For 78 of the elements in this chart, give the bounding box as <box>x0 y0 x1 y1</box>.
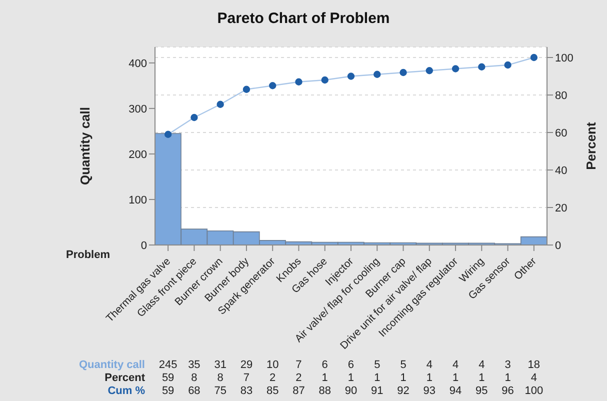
y-axis-title: Quantity call <box>78 106 93 186</box>
data-label: 87 <box>292 385 306 398</box>
point <box>374 70 381 78</box>
text: 1 <box>478 372 486 385</box>
data-label: 18 <box>526 359 542 372</box>
data-label: 92 <box>396 385 410 398</box>
text: 8 <box>190 372 198 385</box>
data-label: 4 <box>478 359 486 372</box>
data-label: 6 <box>320 359 329 372</box>
data-label: 91 <box>370 385 384 398</box>
y2-axis-title: Percent <box>584 121 599 170</box>
point <box>400 68 407 76</box>
text: 1 <box>399 372 408 385</box>
data-label: 31 <box>213 359 228 372</box>
point <box>269 82 276 90</box>
y2-tick-label: 20 <box>555 202 568 214</box>
text: 1 <box>320 372 329 385</box>
data-label: 5 <box>399 359 408 372</box>
y2-tick-label: 80 <box>555 90 568 102</box>
data-label: 93 <box>422 385 437 398</box>
data-label: 35 <box>187 359 202 372</box>
text: 1 <box>425 372 434 385</box>
data-label: 4 <box>425 359 434 372</box>
data-label: 83 <box>239 385 254 398</box>
point <box>452 65 460 72</box>
point <box>504 61 512 69</box>
text: 1 <box>346 372 356 385</box>
data-label: 68 <box>187 385 202 398</box>
data-label: 95 <box>474 385 489 398</box>
y-tick-label: 300 <box>128 103 147 116</box>
text: Cum % <box>106 385 145 398</box>
text: Quantity call <box>78 359 145 372</box>
text: 1 <box>373 372 382 385</box>
point <box>295 78 302 86</box>
data-label: 94 <box>448 385 463 398</box>
data-label: 100 <box>524 385 544 398</box>
text: 4 <box>530 372 538 385</box>
point <box>216 100 224 108</box>
data-label: 245 <box>158 359 178 372</box>
point <box>321 76 328 84</box>
y-tick-label: 400 <box>128 58 147 70</box>
y-tick-label: 100 <box>128 194 147 206</box>
y2-tick-label: 0 <box>555 240 562 252</box>
data-label: 88 <box>318 385 332 398</box>
data-label: 4 <box>451 359 460 372</box>
y-tick-label: 0 <box>140 240 147 252</box>
text: 7 <box>242 372 251 385</box>
data-label: 85 <box>265 385 280 398</box>
point <box>530 54 538 62</box>
chart-title: Pareto Chart of Problem <box>216 10 391 27</box>
point <box>190 114 198 122</box>
data-label: 5 <box>373 359 382 372</box>
text: 1 <box>451 372 460 385</box>
y-tick-label: 200 <box>128 148 147 161</box>
data-label: 90 <box>344 385 358 398</box>
data-label: 3 <box>504 359 512 372</box>
data-label: 6 <box>346 359 356 372</box>
data-label: 59 <box>160 385 176 398</box>
x-axis-title: Problem <box>64 249 110 261</box>
data-label: 96 <box>500 385 515 398</box>
point <box>242 86 250 93</box>
text: 2 <box>268 372 277 385</box>
data-label: 75 <box>213 385 228 398</box>
point <box>478 63 486 70</box>
point <box>347 72 355 80</box>
data-label: 10 <box>265 359 280 372</box>
data-label: 7 <box>294 359 303 372</box>
text: 2 <box>294 372 303 385</box>
point <box>426 67 433 74</box>
point <box>164 130 172 138</box>
text: 59 <box>160 372 176 385</box>
text: 1 <box>504 372 512 385</box>
y2-tick-label: 40 <box>555 164 568 177</box>
y2-tick-label: 100 <box>555 52 574 64</box>
data-label: 29 <box>239 359 254 372</box>
y2-tick-label: 60 <box>555 127 568 140</box>
text: 8 <box>216 372 224 385</box>
text: Percent <box>104 372 145 385</box>
